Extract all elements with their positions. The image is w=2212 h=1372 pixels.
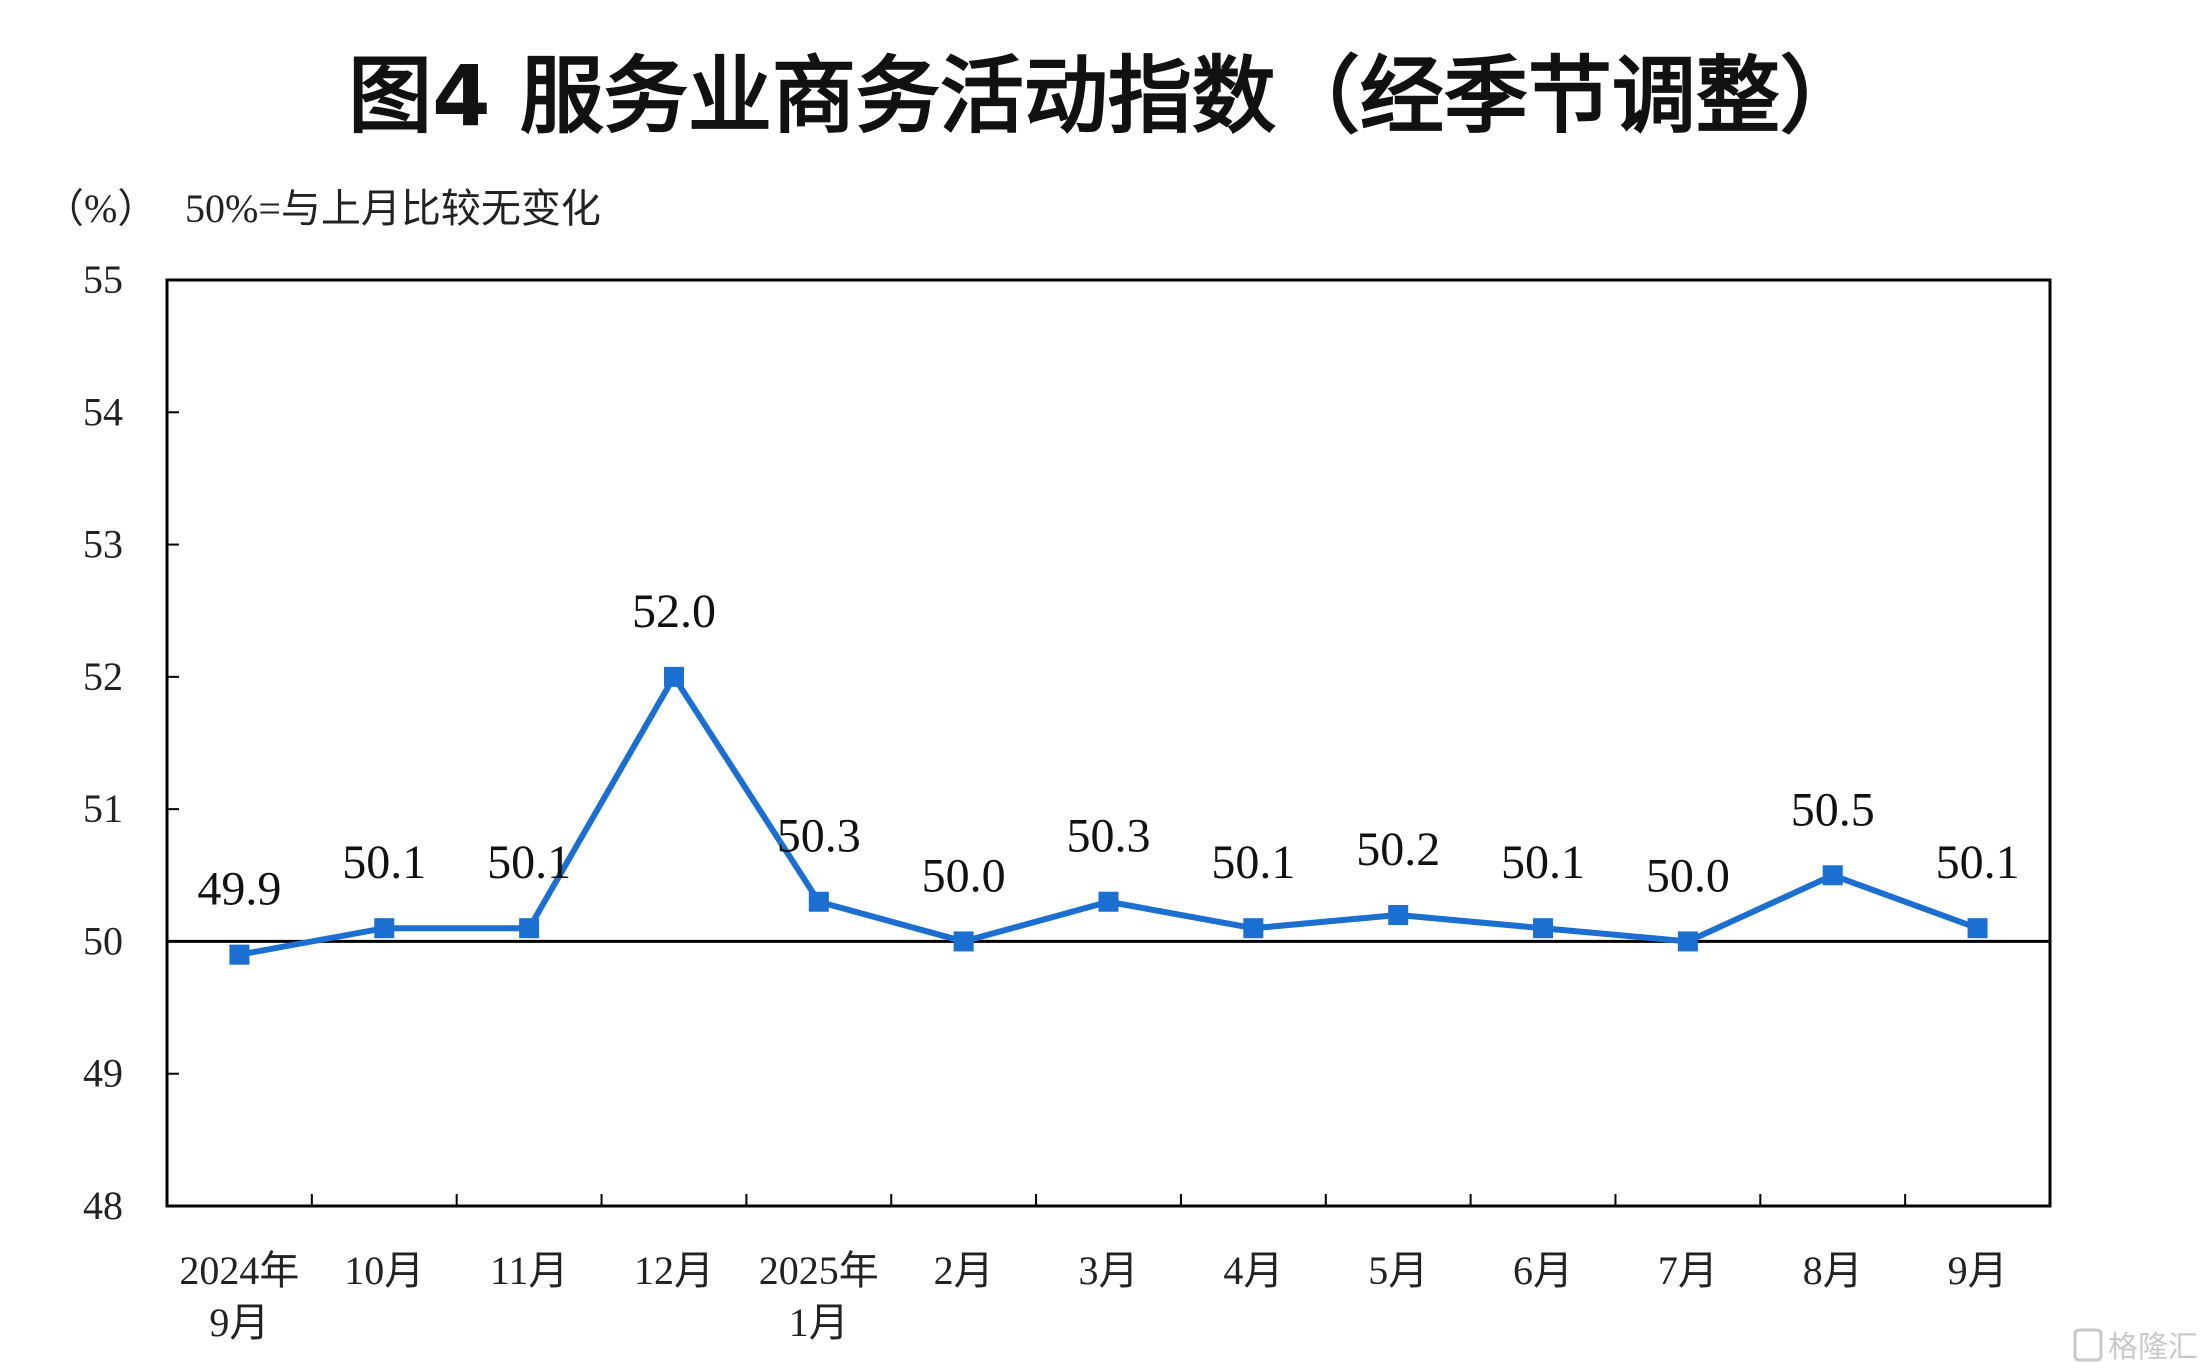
data-value-label: 50.2: [1356, 823, 1440, 876]
x-tick-label: 3月: [1079, 1248, 1139, 1293]
data-point-marker: [663, 666, 684, 687]
y-tick-label: 54: [83, 389, 123, 434]
data-point-marker: [374, 918, 395, 939]
x-tick-label: 9月: [209, 1300, 269, 1345]
data-point-marker: [808, 891, 829, 912]
data-point-marker: [1967, 918, 1988, 939]
data-point-marker: [1533, 918, 1554, 939]
data-value-label: 50.3: [1067, 810, 1151, 863]
watermark-text: 格隆汇: [2108, 1330, 2198, 1365]
y-axis: 48 49 50 51 52 53 54 55: [83, 257, 179, 1228]
data-point-marker: [1388, 904, 1409, 925]
y-tick-label: 49: [83, 1051, 123, 1096]
chart-title: 图4 服务业商务活动指数（经季节调整）: [348, 47, 1864, 145]
data-point-marker: [1243, 918, 1264, 939]
data-value-label: 49.9: [197, 863, 281, 916]
series-markers: [229, 666, 1988, 965]
y-tick-label: 50: [83, 918, 123, 963]
watermark: 格隆汇: [2073, 1328, 2198, 1365]
data-value-label: 50.0: [1646, 849, 1730, 902]
x-axis: 2024年 9月 10月 11月 12月 2025年 1月 2月 3月 4月 5月 6月 7月 8月 9月: [179, 1194, 2008, 1345]
x-tick-label: 7月: [1658, 1248, 1718, 1293]
x-tick-label: 9月: [1948, 1248, 2008, 1293]
x-tick-label: 8月: [1803, 1248, 1863, 1293]
reference-note: 50%=与上月比较无变化: [185, 186, 601, 231]
x-tick-label: 11月: [490, 1248, 569, 1293]
data-value-label: 50.3: [777, 810, 861, 863]
data-value-label: 50.1: [1501, 836, 1585, 889]
data-value-label: 50.1: [1211, 836, 1295, 889]
data-value-label: 50.0: [922, 849, 1006, 902]
x-tick-label: 6月: [1513, 1248, 1573, 1293]
data-point-marker: [1822, 865, 1843, 886]
x-tick-label: 2月: [934, 1248, 994, 1293]
data-point-marker: [1677, 931, 1698, 952]
x-tick-label: 10月: [344, 1248, 424, 1293]
x-tick-label: 12月: [634, 1248, 714, 1293]
y-tick-label: 48: [83, 1183, 123, 1228]
data-value-label: 50.1: [1936, 836, 2020, 889]
x-tick-label: 5月: [1368, 1248, 1428, 1293]
y-unit-label: （%）: [44, 186, 157, 231]
x-tick-label: 2025年: [759, 1248, 879, 1293]
data-value-label: 52.0: [632, 585, 716, 638]
data-value-label: 50.1: [342, 836, 426, 889]
x-tick-label: 2024年: [179, 1248, 299, 1293]
data-point-marker: [519, 918, 540, 939]
data-value-label: 50.1: [487, 836, 571, 889]
y-tick-label: 51: [83, 786, 123, 831]
data-point-marker: [229, 944, 250, 965]
data-point-marker: [1098, 891, 1119, 912]
value-labels: 49.9 50.1 50.1 52.0 50.3 50.0 50.3 50.1 50.2 50.1…: [197, 585, 2019, 916]
plot-area: [165, 278, 2052, 1208]
y-tick-label: 52: [83, 654, 123, 699]
x-tick-label: 4月: [1223, 1248, 1283, 1293]
data-point-marker: [953, 931, 974, 952]
x-tick-label: 1月: [789, 1300, 849, 1345]
y-tick-label: 53: [83, 522, 123, 567]
y-tick-label: 55: [83, 257, 123, 302]
data-value-label: 50.5: [1791, 783, 1875, 836]
